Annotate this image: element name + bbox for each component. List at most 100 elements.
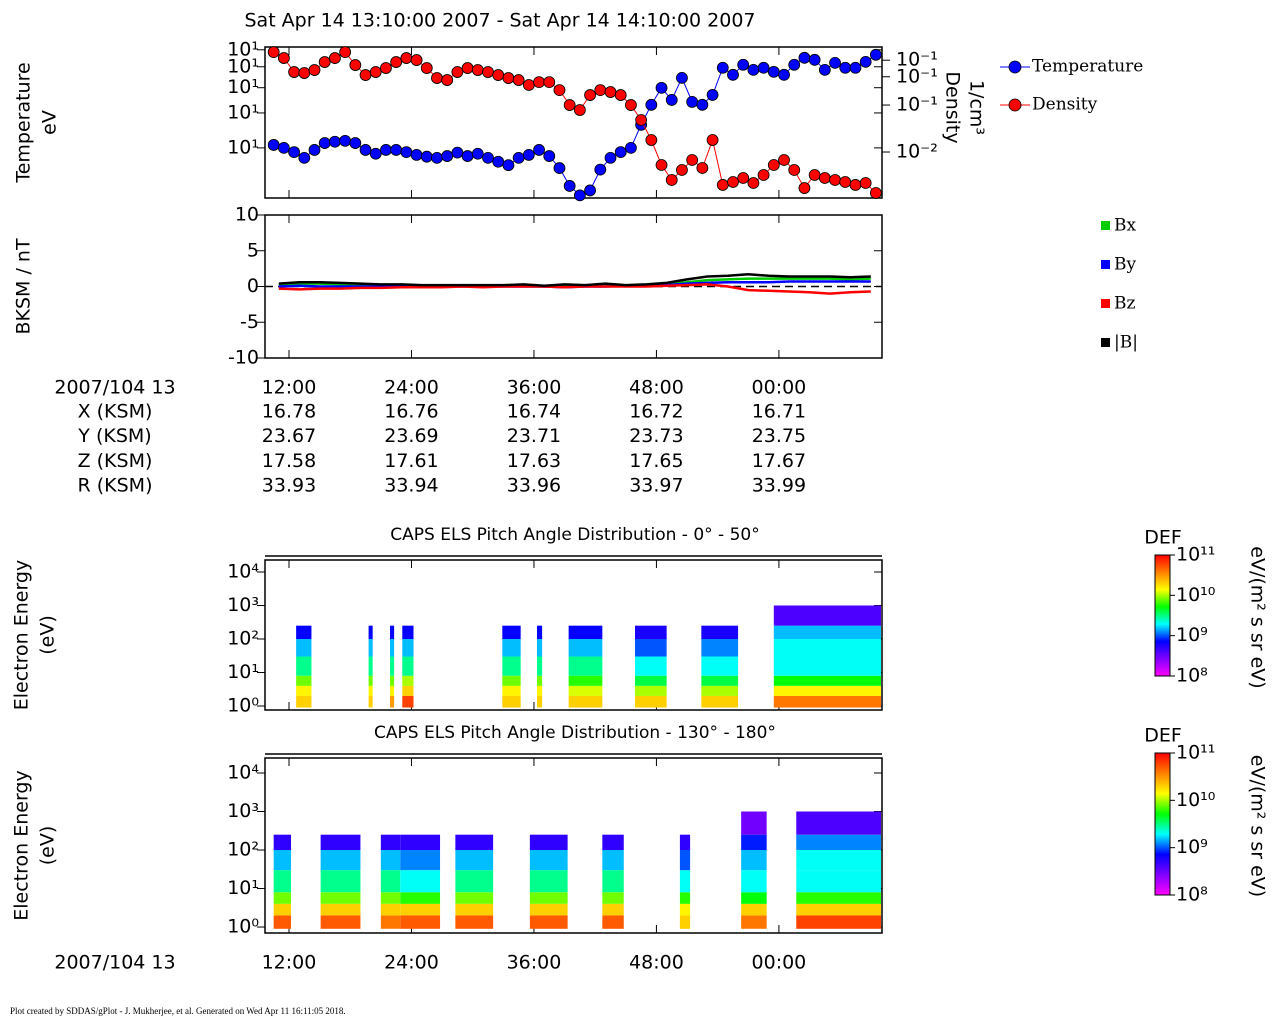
x-tick-label: 12:00 <box>262 377 317 399</box>
data-point <box>686 96 699 108</box>
spectrogram-cell <box>634 625 667 639</box>
colorbar-tick-label: 10¹¹ <box>1176 742 1215 764</box>
spectrogram-cell <box>502 656 521 676</box>
spectrogram-cell <box>602 834 624 851</box>
data-point <box>533 76 545 88</box>
spectrogram-cell <box>773 638 881 657</box>
data-point <box>359 69 372 81</box>
spectrogram-cell <box>380 915 401 929</box>
ephemeris-value: 17.58 <box>262 450 316 472</box>
spectrogram-cell <box>390 685 395 696</box>
data-point <box>778 68 790 81</box>
data-point <box>451 146 464 159</box>
data-point <box>635 114 648 126</box>
spectrogram-cell <box>380 870 401 893</box>
data-point <box>420 150 433 163</box>
data-point <box>818 63 831 76</box>
data-point <box>604 86 617 98</box>
spectrogram-cell <box>273 870 292 893</box>
colorbar-unit: eV/(m² s sr eV) <box>1247 755 1269 897</box>
data-point <box>471 64 484 76</box>
spectrogram-cell <box>773 695 881 708</box>
data-point <box>665 94 678 106</box>
y-tick-label: 10¹ <box>227 136 259 158</box>
spectrogram-cell <box>602 903 624 916</box>
data-point <box>594 163 607 176</box>
data-point <box>869 187 882 199</box>
spectrogram-cell <box>537 685 543 696</box>
spectrogram-cell <box>796 850 881 871</box>
data-point <box>298 67 311 79</box>
spectrogram-cell <box>634 638 667 657</box>
spectrogram-cell <box>273 850 292 871</box>
y-axis-label: BKSM / nT <box>13 238 35 334</box>
data-point <box>849 179 862 191</box>
spectrogram-cell <box>773 605 881 626</box>
spectrogram-cell <box>296 685 312 696</box>
colorbar-tick-label: 10¹⁰ <box>1176 584 1215 606</box>
data-point <box>839 176 852 188</box>
data-point <box>757 61 770 74</box>
legend-label: By <box>1114 255 1136 275</box>
spectrogram-cell <box>400 834 441 851</box>
legend-label: Bz <box>1114 294 1135 314</box>
spectrogram-cell <box>400 903 441 916</box>
spectrogram-cell <box>502 695 521 708</box>
spectrogram-cell <box>634 695 667 708</box>
page-title: Sat Apr 14 13:10:00 2007 - Sat Apr 14 14… <box>244 10 755 32</box>
data-point <box>798 51 811 64</box>
spectrogram-cell <box>679 915 691 929</box>
legend-swatch <box>1101 221 1110 230</box>
y-tick-label: 10¹ <box>227 101 259 123</box>
data-point <box>441 150 454 162</box>
colorbar-unit: eV/(m² s sr eV) <box>1247 546 1269 688</box>
spectrogram-cell <box>320 834 361 851</box>
spectrogram-cell <box>320 903 361 916</box>
ephemeris-value: 23.75 <box>752 425 806 447</box>
spectrogram-cell <box>273 834 292 851</box>
spectrogram-cell <box>537 625 543 639</box>
data-point <box>625 141 637 154</box>
data-point <box>512 74 525 86</box>
legend-swatch <box>1101 338 1110 347</box>
data-point <box>451 66 464 78</box>
y-tick-label: -5 <box>240 311 259 333</box>
y2-tick-label: 10⁻¹ <box>896 94 938 116</box>
spectrogram-cell <box>679 850 691 871</box>
data-point <box>614 89 627 101</box>
footer: Plot created by SDDAS/gPlot - J. Mukherj… <box>10 1006 346 1016</box>
legend-label: Bx <box>1114 216 1136 236</box>
spectrogram-cell <box>455 850 494 871</box>
data-point <box>522 79 535 91</box>
ephemeris-value: 33.93 <box>262 475 316 497</box>
spectrogram-cell <box>400 915 441 929</box>
data-point <box>553 84 566 96</box>
spectrogram-cell <box>701 638 739 657</box>
data-point <box>461 150 474 162</box>
spectrogram-cell <box>402 638 414 657</box>
spectrogram-cell <box>568 685 603 696</box>
data-point <box>676 164 688 176</box>
data-point <box>431 151 443 164</box>
spectrogram-cell <box>568 675 603 686</box>
spectrogram-cell <box>402 656 414 676</box>
data-point <box>441 74 454 86</box>
data-point <box>706 134 719 146</box>
legend-label: Temperature <box>1032 57 1143 77</box>
y-tick-label: 5 <box>247 239 259 261</box>
data-point <box>543 76 556 88</box>
y-tick-label: 10⁴ <box>227 560 259 582</box>
legend-swatch <box>1101 260 1110 269</box>
ephemeris-value: 17.61 <box>384 450 438 472</box>
spectrogram-cell <box>537 638 543 657</box>
y-tick-label: 10³ <box>227 594 259 616</box>
x-tick-label: 36:00 <box>507 377 562 399</box>
data-point <box>645 98 658 111</box>
spectrogram-cell <box>455 915 494 929</box>
y2-tick-label: 10⁻¹ <box>896 49 938 71</box>
data-point <box>686 154 699 166</box>
series-line <box>278 283 871 295</box>
spectrogram-cell <box>602 915 624 929</box>
data-point <box>727 68 739 81</box>
y-tick-label: 10² <box>227 627 259 649</box>
